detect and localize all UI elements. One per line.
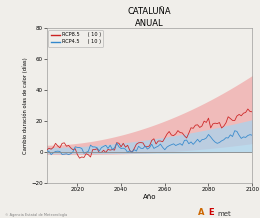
Text: met: met bbox=[217, 211, 231, 217]
Text: © Agencia Estatal de Meteorología: © Agencia Estatal de Meteorología bbox=[5, 213, 67, 217]
Title: CATALUÑA
ANUAL: CATALUÑA ANUAL bbox=[128, 7, 171, 27]
Text: E: E bbox=[208, 208, 214, 217]
Legend: RCP8.5     ( 10 ), RCP4.5     ( 10 ): RCP8.5 ( 10 ), RCP4.5 ( 10 ) bbox=[48, 30, 103, 47]
Text: A: A bbox=[198, 208, 204, 217]
Y-axis label: Cambio duración olas de calor (días): Cambio duración olas de calor (días) bbox=[23, 57, 28, 154]
X-axis label: Año: Año bbox=[143, 194, 156, 200]
